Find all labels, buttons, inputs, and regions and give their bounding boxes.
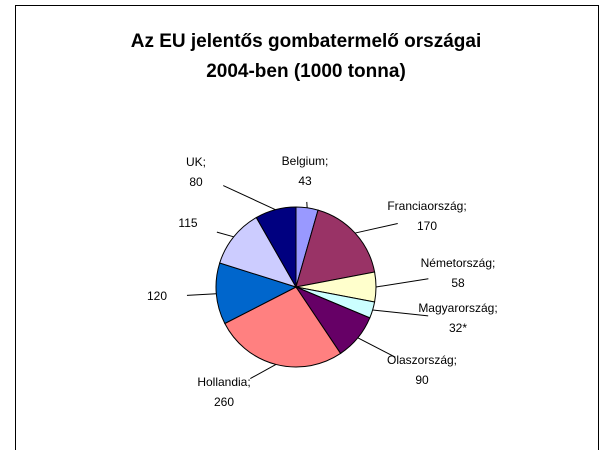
data-label-category: Hollandia; [197, 375, 250, 389]
data-label: 58 [451, 276, 465, 290]
data-label-category: UK; [186, 155, 206, 169]
data-label: 260 [214, 395, 234, 409]
leader-line [216, 231, 234, 238]
data-label-category: Franciaország; [387, 199, 466, 213]
leader-line [375, 278, 429, 288]
chart-frame [15, 5, 599, 450]
leader-line [357, 337, 396, 358]
data-label: 90 [415, 373, 429, 387]
leader-line [186, 293, 217, 296]
chart-title: Az EU jelentős gombatermelő országai [131, 31, 482, 52]
data-label-category: Belgium; [282, 154, 329, 168]
leader-line [354, 223, 398, 234]
pie-slice [215, 262, 298, 325]
data-label: 170 [417, 219, 437, 233]
pie-slice [219, 216, 298, 288]
data-label: 120 [147, 289, 167, 303]
data-label-category: Magyarország; [418, 301, 497, 315]
leader-line [372, 309, 429, 317]
leader-line [223, 185, 276, 211]
data-label: 43 [298, 174, 312, 188]
chart-title: 2004-ben (1000 tonna) [206, 61, 406, 82]
data-label: 32* [449, 321, 467, 335]
data-label-category: Olaszország; [387, 353, 457, 367]
data-label-category: Németország; [421, 256, 496, 270]
leader-line [250, 364, 277, 379]
data-label: 80 [189, 175, 203, 189]
data-label: 115 [178, 216, 197, 230]
pie-slice [224, 286, 342, 368]
